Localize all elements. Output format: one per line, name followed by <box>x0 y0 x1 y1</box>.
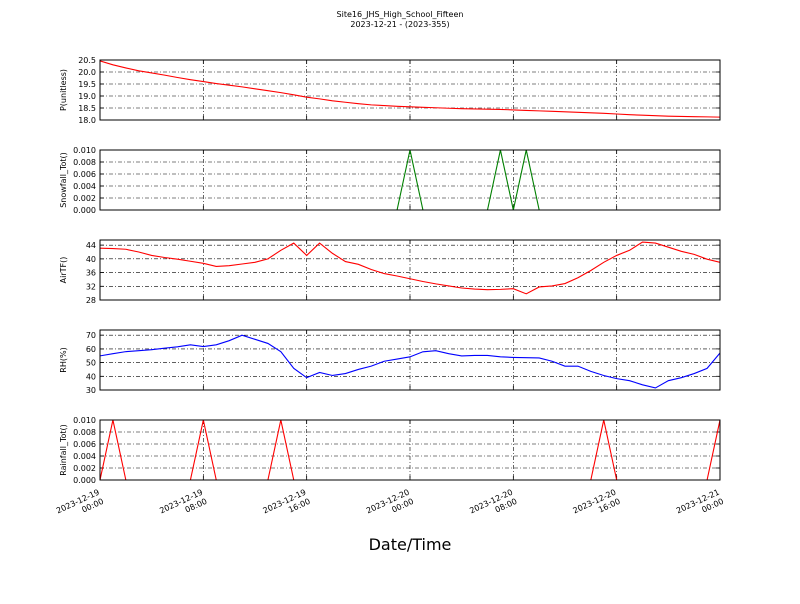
panel-frame <box>99 419 721 481</box>
y-tick-label: 0.010 <box>73 146 96 155</box>
y-tick-label: 44 <box>86 241 96 250</box>
y-tick-label: 0.002 <box>73 194 96 203</box>
y-tick-label: 19.5 <box>78 80 96 89</box>
data-line <box>100 241 720 295</box>
y-tick-label: 0.010 <box>73 416 96 425</box>
y-tick-label: 0.006 <box>73 440 96 449</box>
y-tick-label: 20.0 <box>78 68 96 77</box>
y-tick-label: 36 <box>86 269 96 278</box>
y-tick-label: 0.000 <box>73 476 96 485</box>
y-axis-label: Snowfall_Tot() <box>59 152 68 208</box>
y-tick-label: 28 <box>86 296 96 305</box>
y-axis-label: AirTF() <box>59 257 68 284</box>
x-axis-label: Date/Time <box>369 535 452 554</box>
y-tick-label: 40 <box>86 372 96 381</box>
data-line <box>100 60 720 118</box>
y-tick-label: 60 <box>86 345 96 354</box>
data-line <box>100 334 720 389</box>
panel-frame <box>99 59 721 121</box>
y-axis-label: Rainfall_Tot() <box>59 424 68 476</box>
y-tick-label: 20.5 <box>78 56 96 65</box>
y-axis-label: P(unitless) <box>59 69 68 111</box>
y-tick-label: 19.0 <box>78 92 96 101</box>
y-tick-label: 30 <box>86 386 96 395</box>
y-tick-label: 0.004 <box>73 182 96 191</box>
chart-title: Site16_JHS_High_School_Fifteen <box>337 10 464 19</box>
chart-subtitle: 2023-12-21 - (2023-355) <box>350 20 449 29</box>
panel-frame <box>99 329 721 391</box>
y-tick-label: 0.000 <box>73 206 96 215</box>
panel-frame <box>99 239 721 301</box>
panel-frame <box>99 149 721 211</box>
y-tick-label: 0.004 <box>73 452 96 461</box>
y-tick-label: 0.008 <box>73 158 96 167</box>
y-tick-label: 0.002 <box>73 464 96 473</box>
y-tick-label: 32 <box>86 282 96 291</box>
y-tick-label: 70 <box>86 331 96 340</box>
y-tick-label: 18.5 <box>78 104 96 113</box>
y-tick-label: 40 <box>86 255 96 264</box>
y-tick-label: 18.0 <box>78 116 96 125</box>
y-tick-label: 50 <box>86 359 96 368</box>
y-tick-label: 0.008 <box>73 428 96 437</box>
y-tick-label: 0.006 <box>73 170 96 179</box>
y-axis-label: RH(%) <box>59 347 68 372</box>
